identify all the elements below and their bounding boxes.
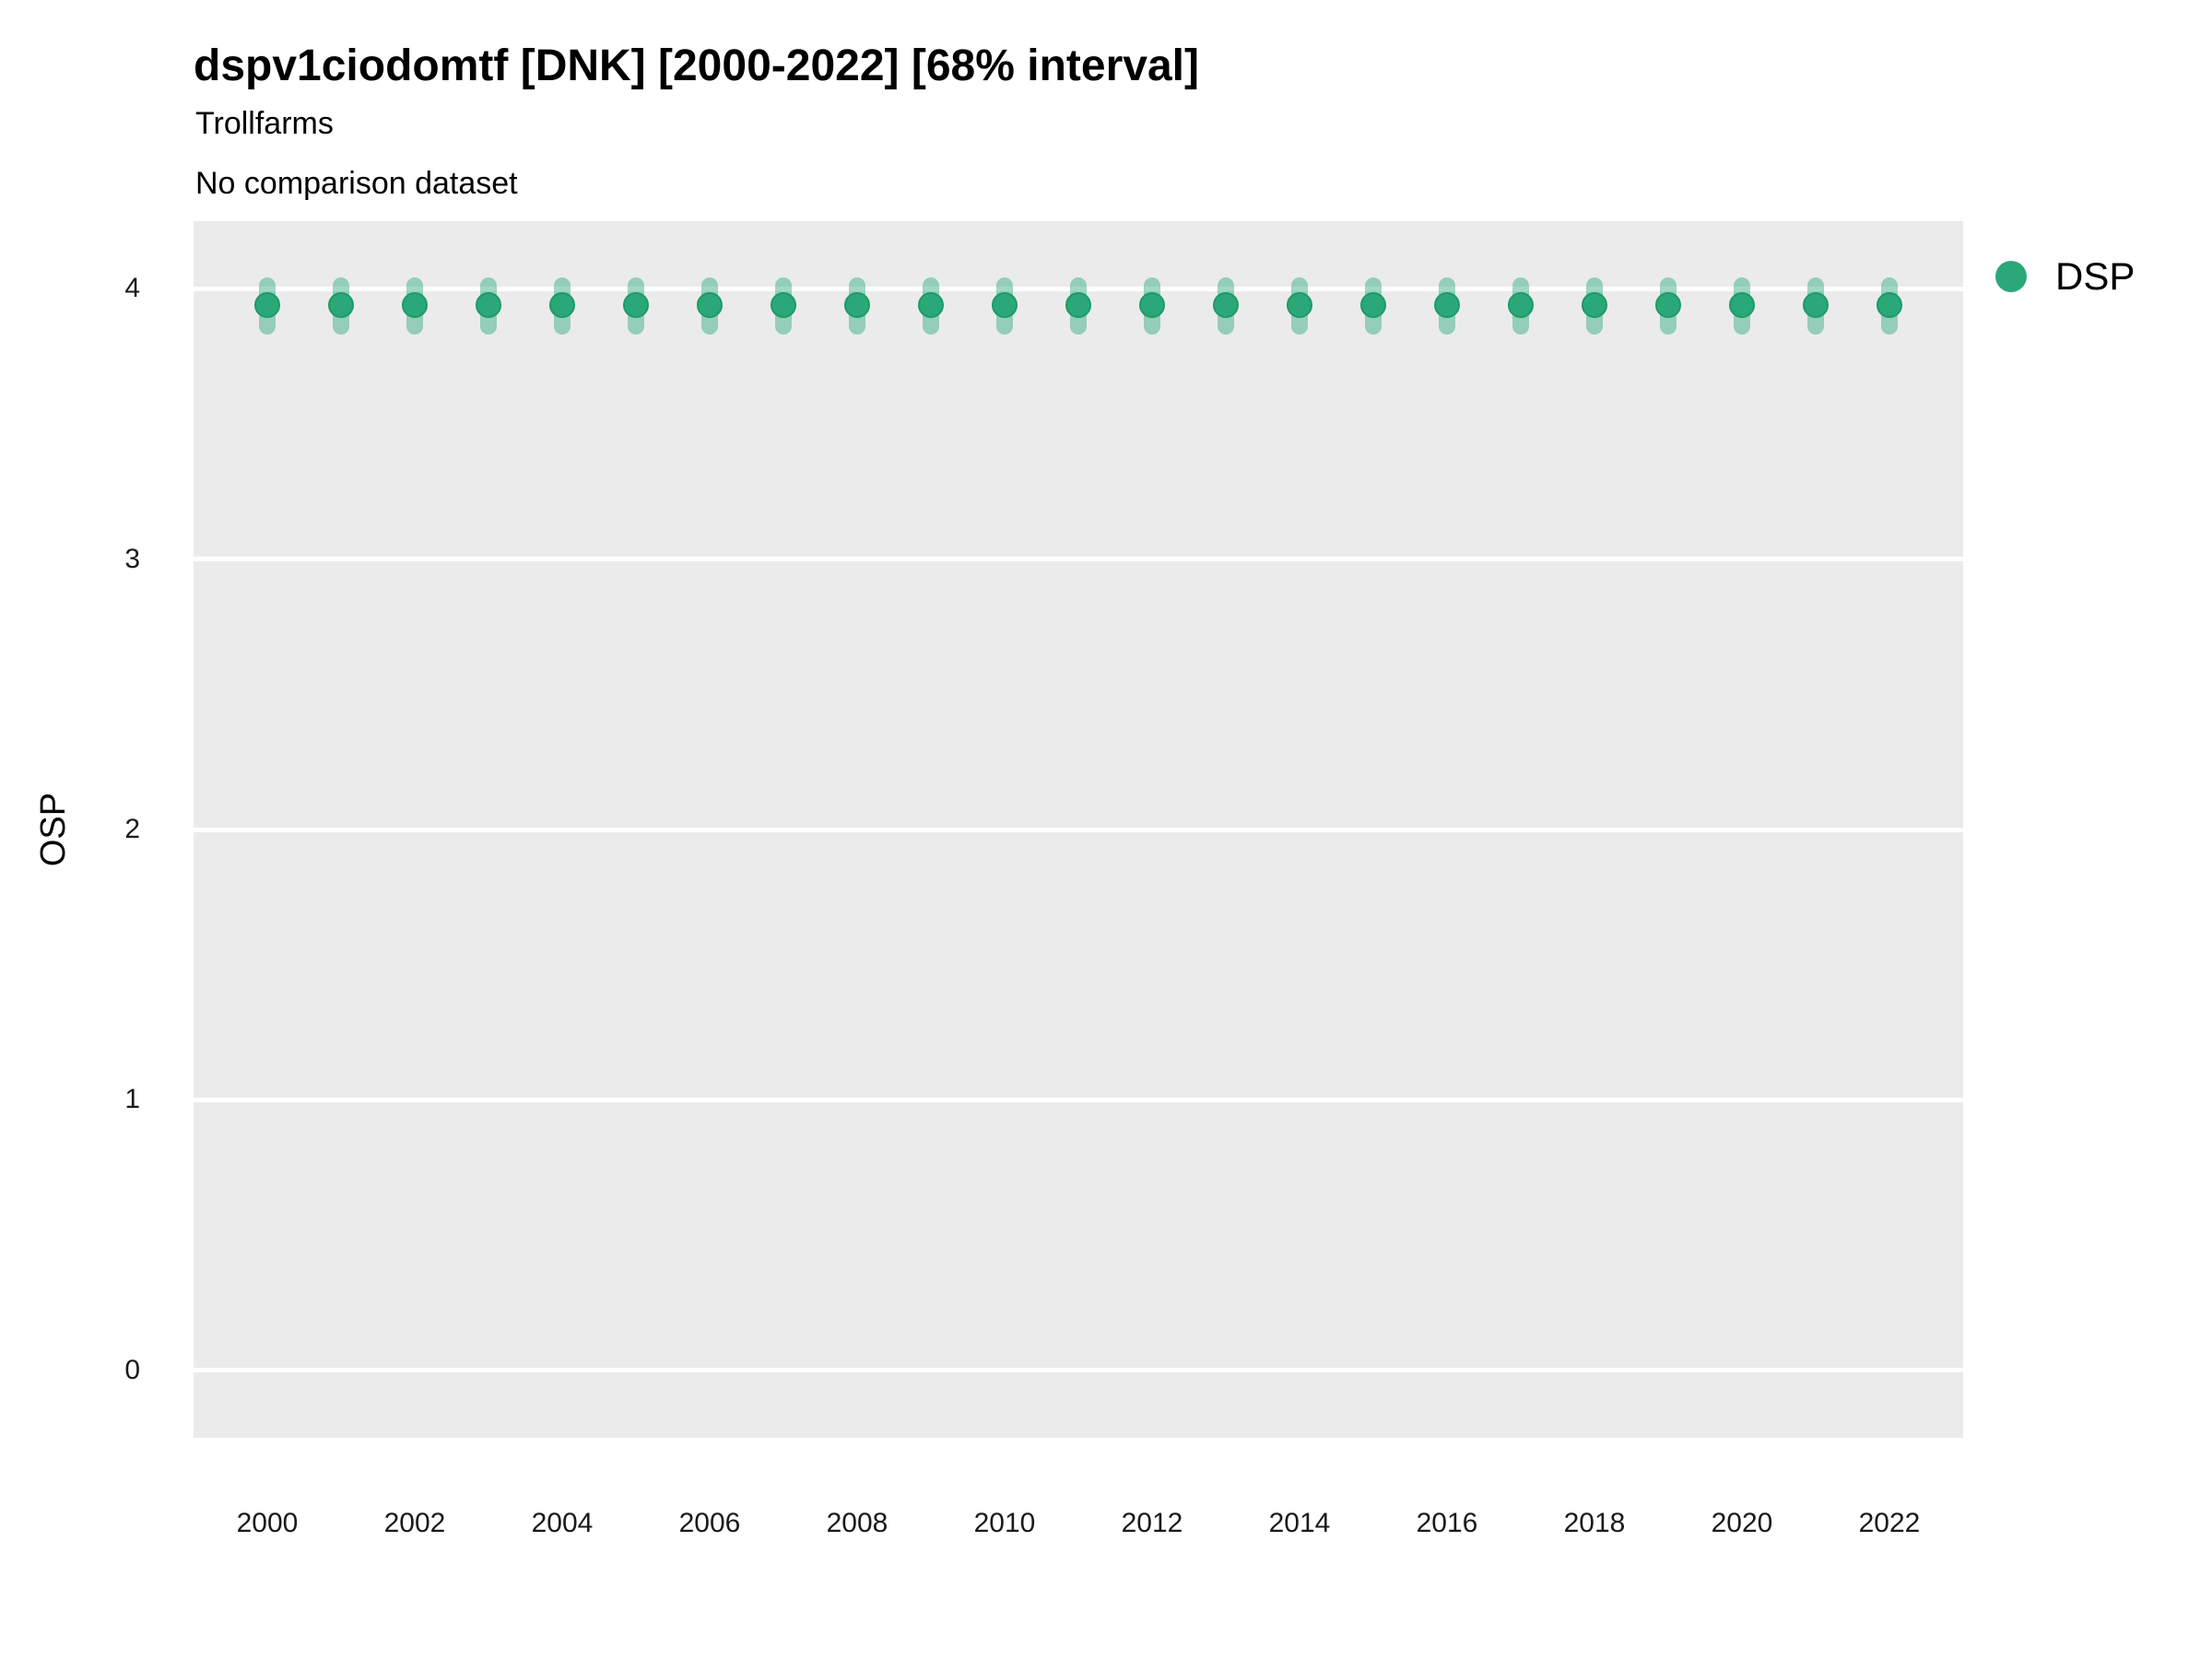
y-tick-label-3: 3 xyxy=(124,543,140,574)
x-tick-label-2006: 2006 xyxy=(678,1508,741,1538)
chart-subtitle: Trollfarms xyxy=(195,106,334,141)
gridline-y-3 xyxy=(194,557,1963,562)
legend-label: DSP xyxy=(2055,254,2136,298)
x-tick-label-2018: 2018 xyxy=(1563,1508,1626,1538)
y-tick-label-4: 4 xyxy=(124,273,140,304)
data-point-2021 xyxy=(1803,291,1829,318)
data-point-2004 xyxy=(549,291,575,318)
data-point-2013 xyxy=(1213,291,1239,318)
y-axis-title: OSP xyxy=(34,792,73,867)
x-tick-label-2016: 2016 xyxy=(1416,1508,1478,1538)
x-tick-label-2010: 2010 xyxy=(973,1508,1036,1538)
data-point-2006 xyxy=(697,291,723,318)
x-tick-label-2022: 2022 xyxy=(1858,1508,1921,1538)
data-point-2014 xyxy=(1287,291,1312,318)
data-point-2002 xyxy=(402,291,428,318)
chart-title: dspv1ciodomtf [DNK] [2000-2022] [68% int… xyxy=(194,41,1199,90)
data-point-2010 xyxy=(992,291,1018,318)
data-point-2005 xyxy=(623,291,649,318)
data-point-2019 xyxy=(1655,291,1681,318)
data-point-2022 xyxy=(1877,291,1902,318)
x-tick-label-2000: 2000 xyxy=(236,1508,299,1538)
data-point-2018 xyxy=(1582,291,1607,318)
data-point-2017 xyxy=(1508,291,1534,318)
x-tick-label-2012: 2012 xyxy=(1121,1508,1183,1538)
y-tick-label-2: 2 xyxy=(124,814,140,844)
x-tick-label-2008: 2008 xyxy=(826,1508,888,1538)
y-tick-label-0: 0 xyxy=(124,1354,140,1385)
gridline-y-1 xyxy=(194,1097,1963,1102)
data-point-2015 xyxy=(1360,291,1386,318)
data-point-2011 xyxy=(1065,291,1091,318)
plot-panel xyxy=(194,221,1963,1438)
data-point-2003 xyxy=(476,291,501,318)
data-point-2020 xyxy=(1729,291,1755,318)
x-tick-label-2020: 2020 xyxy=(1711,1508,1773,1538)
data-point-2012 xyxy=(1139,291,1165,318)
x-tick-label-2014: 2014 xyxy=(1268,1508,1331,1538)
x-tick-label-2002: 2002 xyxy=(383,1508,446,1538)
data-point-2016 xyxy=(1434,291,1460,318)
gridline-y-2 xyxy=(194,827,1963,832)
data-point-2001 xyxy=(328,291,354,318)
x-tick-label-2004: 2004 xyxy=(531,1508,594,1538)
gridline-y-4 xyxy=(194,286,1963,291)
data-point-2008 xyxy=(844,291,870,318)
y-tick-label-1: 1 xyxy=(124,1084,140,1115)
gridline-y-0 xyxy=(194,1368,1963,1373)
data-point-2007 xyxy=(771,291,796,318)
legend-point-icon xyxy=(1995,261,2027,292)
data-point-2000 xyxy=(254,291,280,318)
data-point-2009 xyxy=(918,291,944,318)
chart-subtitle-2: No comparison dataset xyxy=(195,166,518,201)
